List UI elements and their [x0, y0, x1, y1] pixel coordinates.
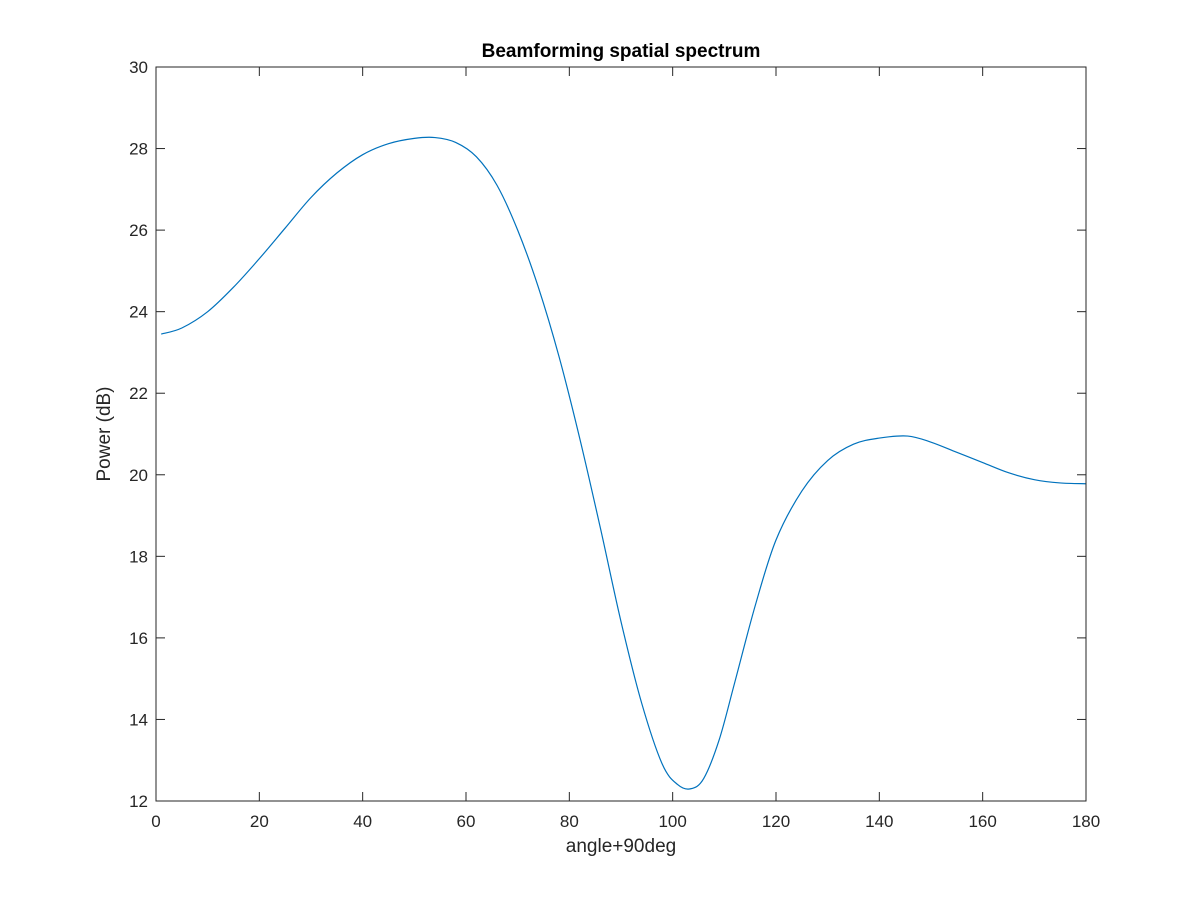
y-tick-label: 14: [129, 710, 148, 729]
x-tick-label: 40: [353, 812, 372, 831]
plot-area: [156, 67, 1086, 801]
chart-title: Beamforming spatial spectrum: [482, 41, 761, 62]
y-tick-label: 16: [129, 629, 148, 648]
y-tick-label: 20: [129, 466, 148, 485]
x-tick-label: 160: [968, 812, 996, 831]
y-tick-label: 28: [129, 140, 148, 159]
y-axis-label: Power (dB): [94, 386, 115, 481]
x-tick-label: 100: [658, 812, 686, 831]
ticks-layer: 0 20 40 60 80 100 120 140 160 180 12 14 16 18 20 22 24 26…: [129, 58, 1100, 831]
axes-box: [155, 66, 1087, 802]
x-tick-label: 20: [250, 812, 269, 831]
series-layer: [161, 136, 1087, 790]
x-tick-label: 0: [151, 812, 160, 831]
x-tick-label: 80: [560, 812, 579, 831]
x-tick-label: 120: [762, 812, 790, 831]
y-tick-label: 22: [129, 384, 148, 403]
y-tick-label: 30: [129, 58, 148, 77]
y-tick-label: 24: [129, 303, 148, 322]
series-line: [161, 136, 1087, 790]
x-tick-label: 180: [1072, 812, 1100, 831]
x-axis-label: angle+90deg: [566, 836, 676, 857]
y-tick-label: 12: [129, 792, 148, 811]
x-tick-label: 140: [865, 812, 893, 831]
y-tick-label: 26: [129, 221, 148, 240]
x-tick-label: 60: [457, 812, 476, 831]
y-tick-label: 18: [129, 547, 148, 566]
